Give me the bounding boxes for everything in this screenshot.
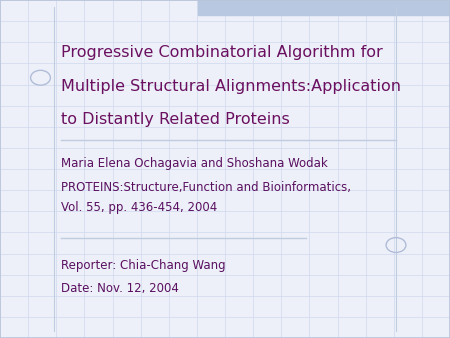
Text: to Distantly Related Proteins: to Distantly Related Proteins xyxy=(61,113,289,127)
Text: Multiple Structural Alignments:Application: Multiple Structural Alignments:Applicati… xyxy=(61,79,401,94)
Bar xyxy=(198,0,450,15)
Text: Vol. 55, pp. 436-454, 2004: Vol. 55, pp. 436-454, 2004 xyxy=(61,201,217,214)
Text: Progressive Combinatorial Algorithm for: Progressive Combinatorial Algorithm for xyxy=(61,45,382,60)
Text: Date: Nov. 12, 2004: Date: Nov. 12, 2004 xyxy=(61,283,179,295)
Text: Reporter: Chia-Chang Wang: Reporter: Chia-Chang Wang xyxy=(61,259,225,272)
Text: Maria Elena Ochagavia and Shoshana Wodak: Maria Elena Ochagavia and Shoshana Wodak xyxy=(61,158,328,170)
Text: PROTEINS:Structure,Function and Bioinformatics,: PROTEINS:Structure,Function and Bioinfor… xyxy=(61,181,351,194)
